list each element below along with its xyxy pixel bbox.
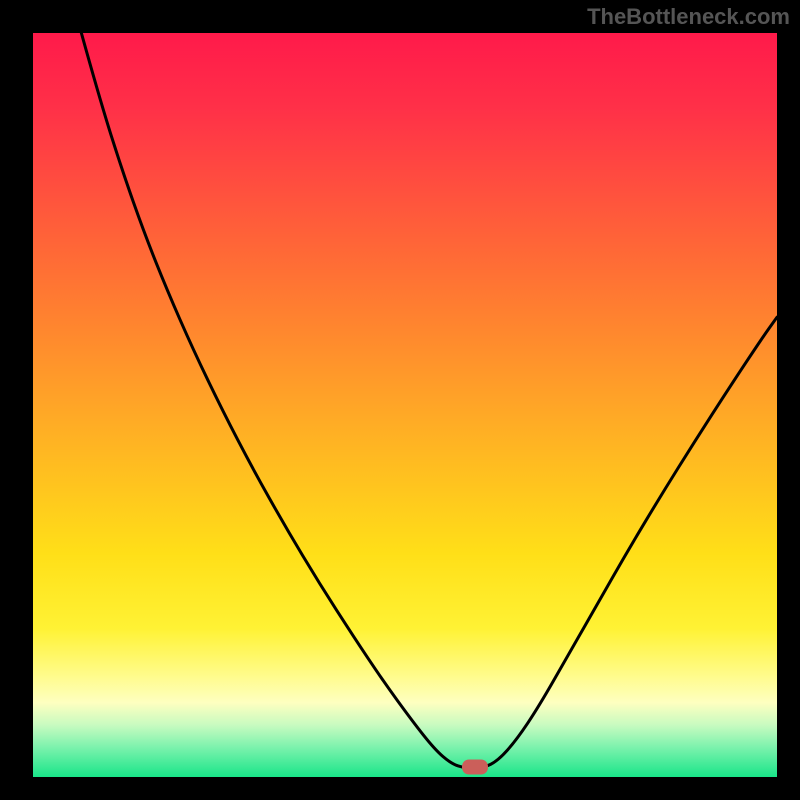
curve-layer — [33, 33, 777, 777]
plot-area — [33, 33, 777, 777]
minimum-marker — [462, 759, 488, 774]
watermark-text: TheBottleneck.com — [587, 4, 790, 30]
bottleneck-curve — [81, 33, 777, 768]
